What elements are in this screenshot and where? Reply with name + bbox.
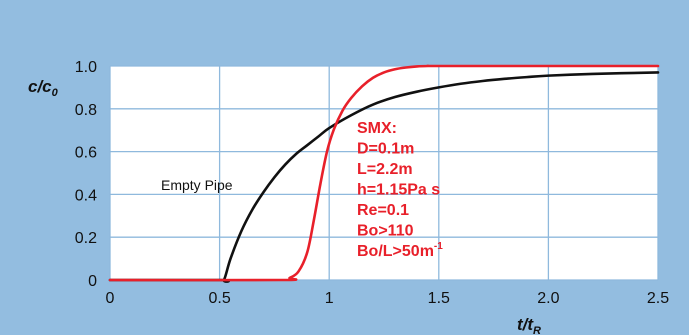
series-smx-line <box>108 64 660 282</box>
grid <box>109 65 659 281</box>
x-tick-label: 0.5 <box>208 290 230 307</box>
y-tick-label: 0.8 <box>75 102 97 119</box>
y-tick-label: 0.6 <box>75 145 97 162</box>
empty-pipe-label: Empty Pipe <box>161 177 233 193</box>
series-empty-pipe-line <box>108 71 660 283</box>
smx-info-line: h=1.15Pa s <box>357 182 440 199</box>
x-tick-label: 2.0 <box>537 290 559 307</box>
smx-info-line: SMX: <box>357 120 397 137</box>
smx-info-box: SMX: D=0.1m L=2.2m h=1.15Pa s Re=0.1 Bo>110Bo… <box>357 120 443 260</box>
smx-info-line: D=0.1m <box>357 141 414 158</box>
x-tick-label: 0 <box>106 290 115 307</box>
y-axis-label: c/c0 <box>28 77 59 99</box>
y-tick-label: 0 <box>88 273 97 290</box>
y-tick-label: 0.4 <box>75 187 97 204</box>
smx-info-line: L=2.2m <box>357 161 413 178</box>
x-tick-label: 1.5 <box>428 290 450 307</box>
x-tick-label: 1 <box>325 290 334 307</box>
x-axis-label: t/tR <box>517 315 541 335</box>
x-tick-label: 2.5 <box>647 290 669 307</box>
series-layer <box>108 64 660 283</box>
smx-info-line: Bo>110 <box>357 223 414 240</box>
smx-info-line-bo-l: Bo/L>50m-1 <box>357 241 443 260</box>
tick-labels: 0 0.2 0.4 0.6 0.8 1.0 0 0.5 1 1.5 2.0 2.5 <box>75 59 669 307</box>
y-tick-label: 1.0 <box>75 59 97 76</box>
smx-info-line: Re=0.1 <box>357 202 409 219</box>
y-tick-label: 0.2 <box>75 230 97 247</box>
